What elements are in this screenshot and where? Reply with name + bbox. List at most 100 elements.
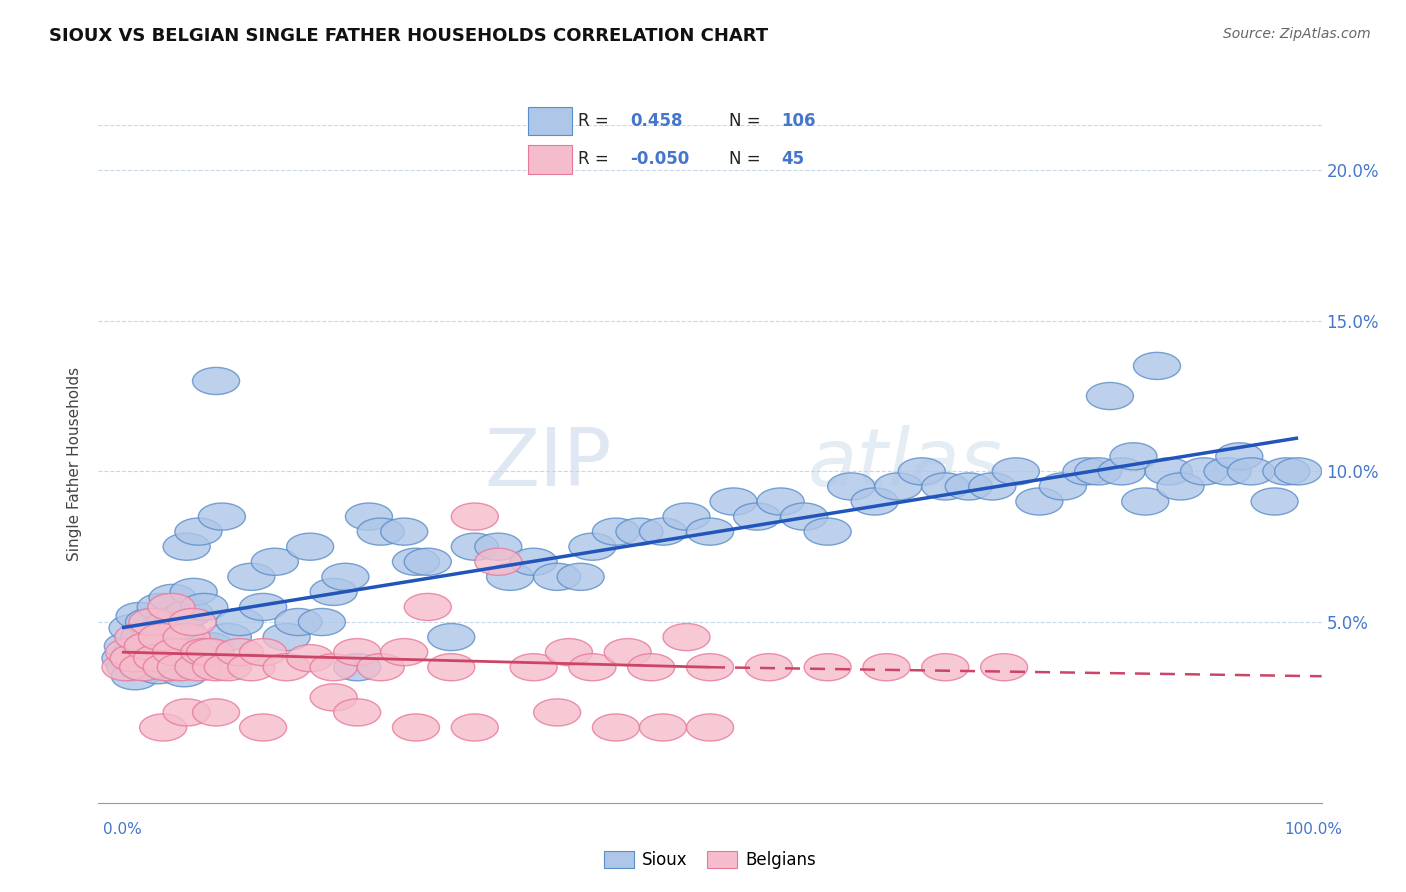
Ellipse shape bbox=[640, 518, 686, 545]
Ellipse shape bbox=[1263, 458, 1310, 485]
Ellipse shape bbox=[546, 639, 592, 665]
Ellipse shape bbox=[104, 632, 152, 660]
Ellipse shape bbox=[163, 533, 209, 560]
Ellipse shape bbox=[132, 621, 180, 648]
Ellipse shape bbox=[427, 654, 475, 681]
Ellipse shape bbox=[828, 473, 875, 500]
Text: SIOUX VS BELGIAN SINGLE FATHER HOUSEHOLDS CORRELATION CHART: SIOUX VS BELGIAN SINGLE FATHER HOUSEHOLD… bbox=[49, 27, 768, 45]
Ellipse shape bbox=[193, 368, 239, 394]
Ellipse shape bbox=[121, 624, 167, 650]
Ellipse shape bbox=[146, 654, 194, 681]
Text: N =: N = bbox=[728, 150, 761, 168]
Ellipse shape bbox=[228, 563, 274, 591]
Ellipse shape bbox=[287, 533, 333, 560]
Ellipse shape bbox=[756, 488, 804, 515]
Text: R =: R = bbox=[578, 150, 609, 168]
Ellipse shape bbox=[804, 518, 851, 545]
Ellipse shape bbox=[145, 612, 191, 639]
Ellipse shape bbox=[993, 458, 1039, 485]
Ellipse shape bbox=[333, 639, 381, 665]
Ellipse shape bbox=[686, 518, 734, 545]
Ellipse shape bbox=[1063, 458, 1109, 485]
Ellipse shape bbox=[105, 639, 152, 665]
Ellipse shape bbox=[198, 503, 246, 530]
Ellipse shape bbox=[160, 660, 208, 687]
Ellipse shape bbox=[239, 639, 287, 665]
Ellipse shape bbox=[592, 518, 640, 545]
Ellipse shape bbox=[475, 533, 522, 560]
Ellipse shape bbox=[980, 654, 1028, 681]
Ellipse shape bbox=[392, 714, 440, 741]
Ellipse shape bbox=[217, 608, 263, 636]
Ellipse shape bbox=[1098, 458, 1146, 485]
Ellipse shape bbox=[131, 648, 177, 674]
Text: ZIP: ZIP bbox=[485, 425, 612, 503]
Ellipse shape bbox=[239, 593, 287, 621]
Ellipse shape bbox=[193, 654, 239, 681]
Ellipse shape bbox=[142, 645, 188, 672]
Ellipse shape bbox=[534, 563, 581, 591]
Text: 0.0%: 0.0% bbox=[103, 822, 142, 837]
Ellipse shape bbox=[193, 698, 239, 726]
Ellipse shape bbox=[898, 458, 945, 485]
Text: 106: 106 bbox=[782, 112, 815, 130]
Ellipse shape bbox=[405, 549, 451, 575]
Ellipse shape bbox=[875, 473, 922, 500]
Ellipse shape bbox=[451, 533, 498, 560]
Text: 45: 45 bbox=[782, 150, 804, 168]
Ellipse shape bbox=[1133, 352, 1181, 379]
Text: 0.458: 0.458 bbox=[630, 112, 683, 130]
Ellipse shape bbox=[169, 608, 217, 636]
Ellipse shape bbox=[1181, 458, 1227, 485]
Ellipse shape bbox=[381, 518, 427, 545]
Ellipse shape bbox=[311, 684, 357, 711]
Ellipse shape bbox=[167, 639, 215, 665]
Text: atlas: atlas bbox=[808, 425, 1002, 503]
Ellipse shape bbox=[640, 714, 686, 741]
Ellipse shape bbox=[686, 654, 734, 681]
Ellipse shape bbox=[139, 636, 187, 663]
Ellipse shape bbox=[569, 533, 616, 560]
Ellipse shape bbox=[851, 488, 898, 515]
Ellipse shape bbox=[148, 593, 195, 621]
Ellipse shape bbox=[166, 599, 212, 626]
Ellipse shape bbox=[1157, 473, 1204, 500]
Ellipse shape bbox=[510, 654, 557, 681]
Ellipse shape bbox=[115, 624, 162, 650]
Ellipse shape bbox=[174, 518, 222, 545]
Ellipse shape bbox=[181, 593, 228, 621]
Y-axis label: Single Father Households: Single Father Households bbox=[67, 367, 83, 561]
Ellipse shape bbox=[734, 503, 780, 530]
Ellipse shape bbox=[1087, 383, 1133, 409]
Ellipse shape bbox=[664, 624, 710, 650]
Ellipse shape bbox=[1251, 488, 1298, 515]
Ellipse shape bbox=[1216, 442, 1263, 470]
Ellipse shape bbox=[1275, 458, 1322, 485]
Ellipse shape bbox=[187, 639, 233, 665]
Ellipse shape bbox=[780, 503, 828, 530]
Text: 100.0%: 100.0% bbox=[1285, 822, 1343, 837]
Ellipse shape bbox=[128, 630, 174, 657]
Ellipse shape bbox=[605, 639, 651, 665]
Ellipse shape bbox=[124, 632, 172, 660]
Text: R =: R = bbox=[578, 112, 609, 130]
Ellipse shape bbox=[1074, 458, 1122, 485]
Ellipse shape bbox=[392, 549, 440, 575]
Legend: Sioux, Belgians: Sioux, Belgians bbox=[596, 845, 824, 876]
Ellipse shape bbox=[534, 698, 581, 726]
Ellipse shape bbox=[228, 654, 274, 681]
Ellipse shape bbox=[311, 654, 357, 681]
Ellipse shape bbox=[111, 663, 159, 690]
Ellipse shape bbox=[627, 654, 675, 681]
Ellipse shape bbox=[124, 641, 170, 669]
Ellipse shape bbox=[152, 639, 200, 665]
Ellipse shape bbox=[134, 645, 181, 672]
Ellipse shape bbox=[152, 626, 198, 654]
Ellipse shape bbox=[239, 714, 287, 741]
Ellipse shape bbox=[333, 698, 381, 726]
Ellipse shape bbox=[569, 654, 616, 681]
Ellipse shape bbox=[103, 645, 149, 672]
Ellipse shape bbox=[510, 549, 557, 575]
Ellipse shape bbox=[120, 654, 167, 681]
Ellipse shape bbox=[357, 654, 405, 681]
